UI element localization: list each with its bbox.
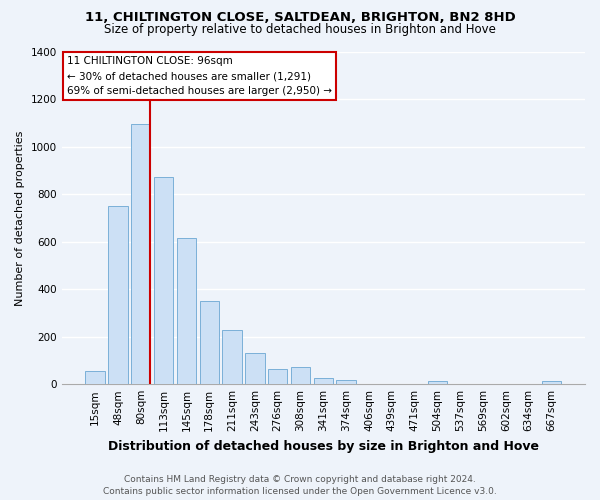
Bar bbox=[108, 206, 128, 384]
Bar bbox=[542, 382, 561, 384]
X-axis label: Distribution of detached houses by size in Brighton and Hove: Distribution of detached houses by size … bbox=[108, 440, 539, 452]
Bar bbox=[131, 124, 151, 384]
Text: 11 CHILTINGTON CLOSE: 96sqm
← 30% of detached houses are smaller (1,291)
69% of : 11 CHILTINGTON CLOSE: 96sqm ← 30% of det… bbox=[67, 56, 332, 96]
Bar bbox=[291, 367, 310, 384]
Bar bbox=[428, 382, 447, 384]
Y-axis label: Number of detached properties: Number of detached properties bbox=[15, 130, 25, 306]
Text: 11, CHILTINGTON CLOSE, SALTDEAN, BRIGHTON, BN2 8HD: 11, CHILTINGTON CLOSE, SALTDEAN, BRIGHTO… bbox=[85, 11, 515, 24]
Text: Size of property relative to detached houses in Brighton and Hove: Size of property relative to detached ho… bbox=[104, 22, 496, 36]
Bar bbox=[85, 371, 105, 384]
Bar bbox=[337, 380, 356, 384]
Bar bbox=[223, 330, 242, 384]
Bar bbox=[245, 353, 265, 384]
Bar bbox=[314, 378, 333, 384]
Bar bbox=[268, 368, 287, 384]
Bar bbox=[154, 178, 173, 384]
Text: Contains HM Land Registry data © Crown copyright and database right 2024.
Contai: Contains HM Land Registry data © Crown c… bbox=[103, 474, 497, 496]
Bar bbox=[177, 238, 196, 384]
Bar bbox=[200, 301, 219, 384]
